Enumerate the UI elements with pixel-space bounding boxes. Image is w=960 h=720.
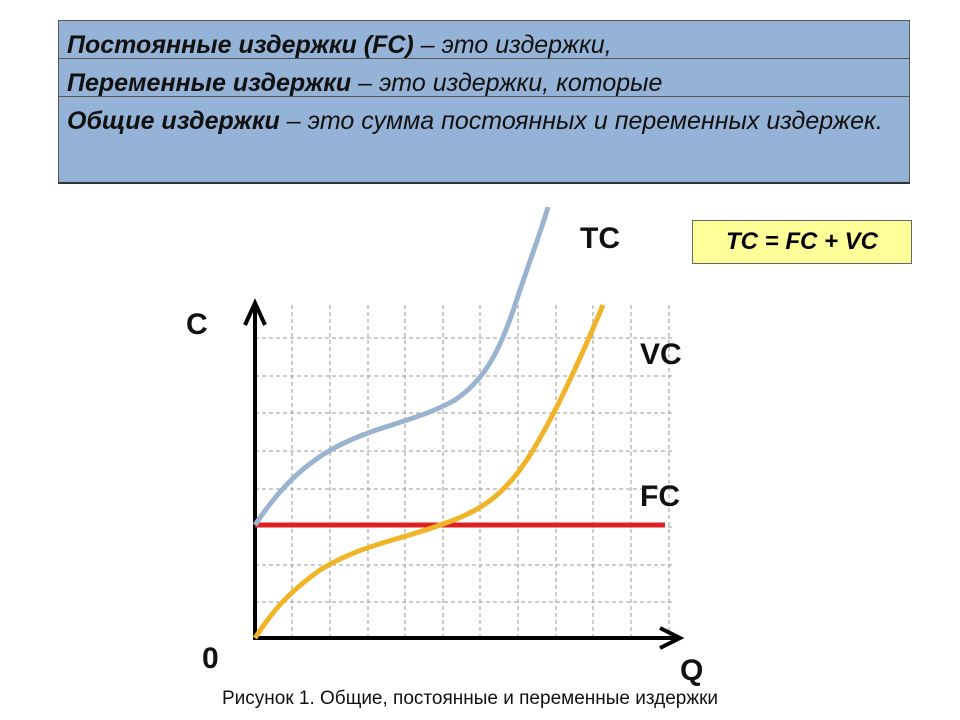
definition-box: Постоянные издержки (FC) – это издержки, <box>58 20 910 60</box>
vc-label: VC <box>640 338 682 371</box>
definition: – это сумма постоянных и переменных изде… <box>279 107 883 135</box>
y-axis-label: C <box>186 308 208 341</box>
tc-label: TC <box>580 222 620 255</box>
formula: TC = FC + VC <box>692 220 912 264</box>
term: Общие издержки <box>67 107 280 135</box>
definition: – это издержки, которые <box>351 69 663 97</box>
definition-box: Переменные издержки – это издержки, кото… <box>58 58 910 97</box>
vc-curve <box>252 304 606 640</box>
tc-curve <box>252 206 551 527</box>
grid <box>255 305 675 638</box>
x-axis-label: Q <box>680 654 704 687</box>
term: Постоянные издержки (FC) <box>67 31 414 59</box>
definition-box: Общие издержки – это сумма постоянных и … <box>58 96 910 184</box>
caption: Рисунок 1. Общие, постоянные и переменны… <box>221 688 719 709</box>
term: Переменные издержки <box>67 69 352 97</box>
fc-label: FC <box>640 480 680 513</box>
definition: – это издержки, <box>413 31 612 59</box>
origin-label: 0 <box>202 642 219 675</box>
axes <box>243 298 685 650</box>
